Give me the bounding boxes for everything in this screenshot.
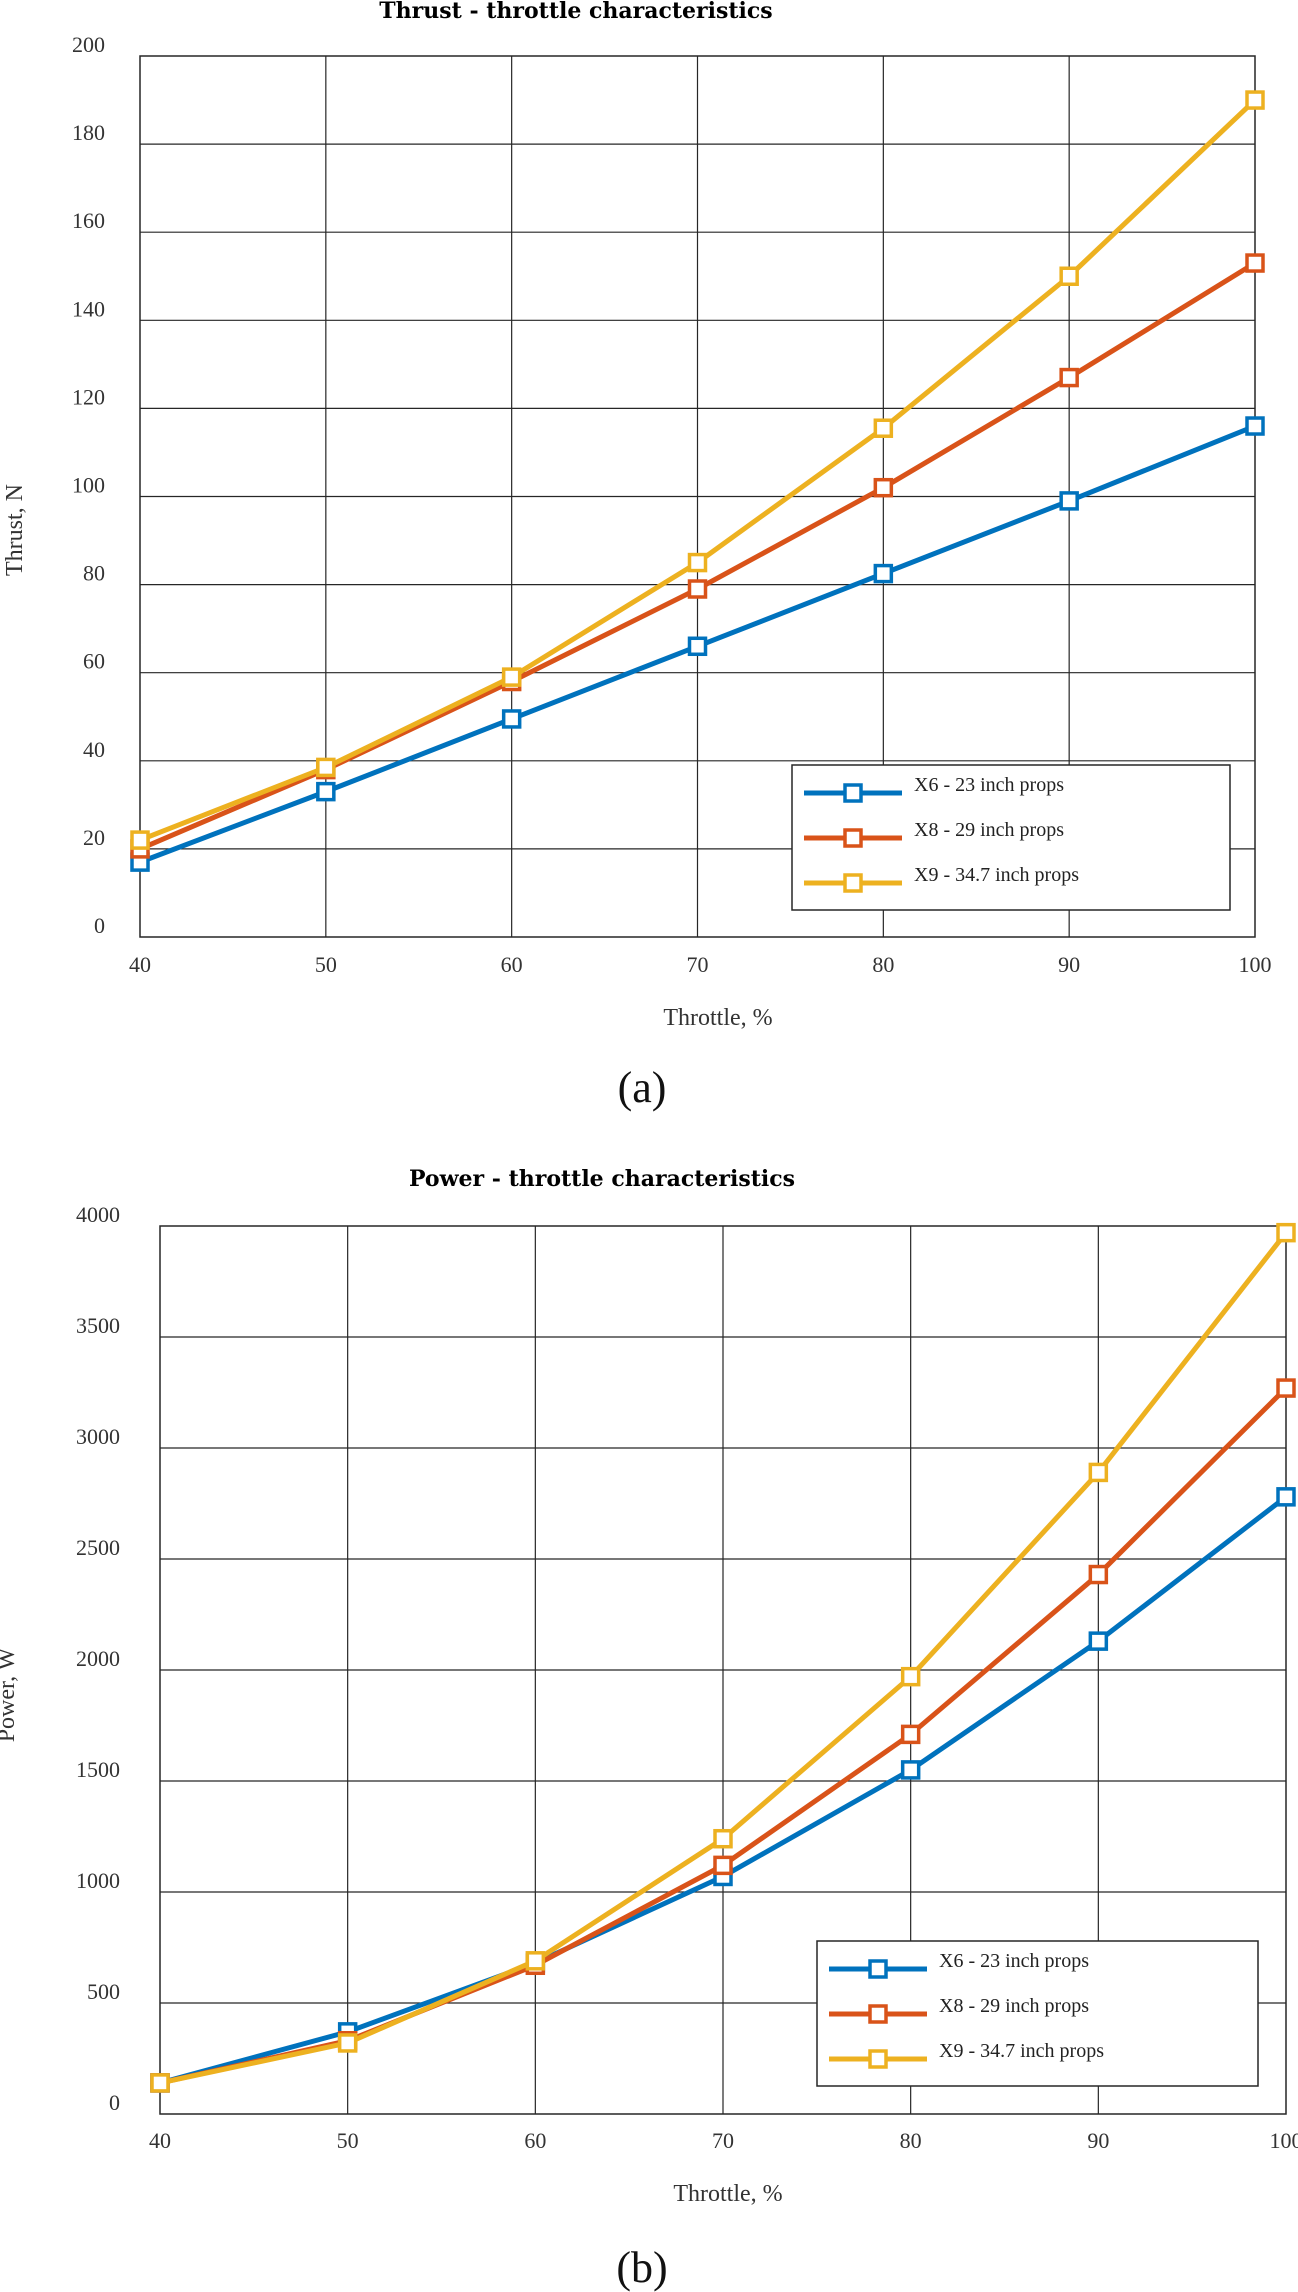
data-point-x8-29-inch-props (1088, 1564, 1109, 1585)
y-tick-label: 0 (109, 2090, 120, 2115)
x-tick-label: 80 (872, 952, 894, 977)
data-point-x9-34-7-inch-props (873, 418, 894, 438)
thrust-chart: Thrust - throttle characteristics Thrott… (2, 0, 1272, 1112)
data-point-x9-34-7-inch-props (525, 1951, 546, 1971)
y-tick-label: 60 (83, 649, 105, 674)
data-point-x9-34-7-inch-props (687, 552, 708, 573)
y-tick-label: 20 (83, 825, 105, 850)
legend-swatch-marker (843, 873, 863, 893)
legend-swatch-marker (868, 2049, 888, 2069)
legend-swatch-marker (868, 2004, 888, 2024)
x-tick-label: 90 (1058, 952, 1080, 977)
data-point-x8-29-inch-props (900, 1724, 921, 1745)
y-tick-label: 200 (72, 32, 105, 57)
x-axis-label: Throttle, % (663, 1005, 772, 1031)
x-tick-label: 100 (1270, 2128, 1298, 2153)
y-tick-label: 3000 (76, 1424, 120, 1449)
data-point-x6-23-inch-props (1059, 491, 1079, 511)
legend-label: X6 - 23 inch props (914, 774, 1064, 796)
x-tick-label: 100 (1239, 952, 1272, 977)
data-point-x8-29-inch-props (1059, 367, 1079, 388)
data-point-x9-34-7-inch-props (337, 2033, 358, 2053)
data-point-x9-34-7-inch-props (1276, 1222, 1296, 1243)
y-tick-label: 500 (87, 1979, 120, 2004)
figure-caption: (a) (618, 1063, 667, 1112)
y-tick-label: 2500 (76, 1535, 120, 1560)
data-point-x9-34-7-inch-props (900, 1666, 921, 1687)
data-point-x6-23-inch-props (501, 709, 522, 729)
legend-label: X9 - 34.7 inch props (939, 2040, 1104, 2062)
y-tick-label: 0 (94, 913, 105, 938)
data-point-x8-29-inch-props (1245, 253, 1265, 273)
x-tick-label: 40 (129, 952, 151, 977)
y-tick-label: 160 (72, 208, 105, 233)
data-point-x6-23-inch-props (873, 563, 894, 584)
x-tick-label: 70 (712, 2128, 734, 2153)
x-axis-label: Throttle, % (673, 2181, 782, 2207)
power-chart: Power - throttle characteristics Throttl… (0, 1166, 1298, 2292)
y-tick-label: 4000 (76, 1202, 120, 1227)
data-point-x6-23-inch-props (900, 1760, 921, 1780)
data-point-x9-34-7-inch-props (501, 667, 522, 687)
data-point-x9-34-7-inch-props (150, 2073, 170, 2093)
x-tick-label: 60 (501, 952, 523, 977)
legend-swatch-marker (843, 783, 863, 803)
y-tick-label: 1500 (76, 1757, 120, 1782)
x-tick-label: 50 (337, 2128, 359, 2153)
legend-swatch-marker (868, 1959, 888, 1979)
y-axis-label: Thrust, N (2, 484, 28, 576)
y-tick-label: 180 (72, 120, 105, 145)
x-tick-label: 90 (1087, 2128, 1109, 2153)
x-tick-label: 60 (524, 2128, 546, 2153)
y-axis-label: Power, W (0, 1647, 20, 1742)
data-point-x9-34-7-inch-props (713, 1828, 733, 1849)
data-point-x6-23-inch-props (316, 781, 336, 802)
data-point-x8-29-inch-props (713, 1855, 733, 1876)
x-tick-label: 80 (900, 2128, 922, 2153)
data-point-x6-23-inch-props (1088, 1631, 1109, 1651)
legend-label: X8 - 29 inch props (939, 1995, 1089, 2017)
data-point-x9-34-7-inch-props (316, 757, 336, 778)
data-point-x8-29-inch-props (687, 579, 708, 599)
y-tick-label: 1000 (76, 1868, 120, 1893)
x-tick-label: 70 (687, 952, 709, 977)
legend-label: X9 - 34.7 inch props (914, 864, 1079, 886)
x-tick-label: 50 (315, 952, 337, 977)
y-tick-label: 100 (72, 473, 105, 498)
chart-title: Power - throttle characteristics (409, 1166, 795, 1192)
data-point-x9-34-7-inch-props (1088, 1462, 1109, 1483)
figure-caption: (b) (616, 2243, 667, 2292)
y-tick-label: 80 (83, 561, 105, 586)
legend-label: X8 - 29 inch props (914, 819, 1064, 841)
data-point-x8-29-inch-props (1276, 1378, 1296, 1398)
legend-swatch-marker (843, 828, 863, 848)
x-tick-label: 40 (149, 2128, 171, 2153)
chart-title: Thrust - throttle characteristics (379, 0, 772, 24)
y-tick-label: 40 (83, 737, 105, 762)
data-point-x9-34-7-inch-props (1245, 90, 1265, 110)
data-point-x9-34-7-inch-props (1059, 266, 1079, 286)
data-point-x9-34-7-inch-props (130, 830, 150, 850)
data-point-x6-23-inch-props (687, 636, 708, 657)
y-tick-label: 140 (72, 296, 105, 321)
data-point-x8-29-inch-props (873, 477, 894, 498)
y-tick-label: 120 (72, 384, 105, 409)
data-point-x6-23-inch-props (1245, 416, 1265, 436)
legend-label: X6 - 23 inch props (939, 1950, 1089, 1972)
y-tick-label: 2000 (76, 1646, 120, 1671)
y-tick-label: 3500 (76, 1313, 120, 1338)
data-point-x6-23-inch-props (1276, 1487, 1296, 1507)
